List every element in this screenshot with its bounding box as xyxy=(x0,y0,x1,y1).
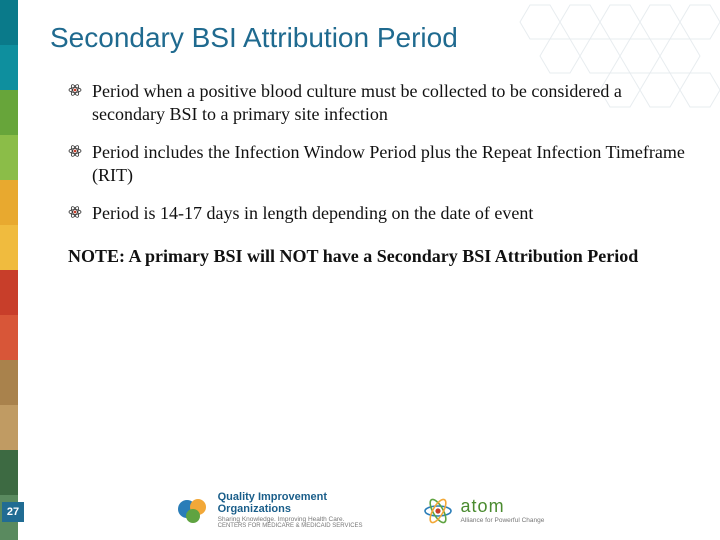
atom-name: atom xyxy=(461,497,545,517)
sidebar-block xyxy=(0,270,18,315)
qio-line2: Organizations xyxy=(218,503,363,515)
atom-bullet-icon xyxy=(68,205,82,219)
qio-line1: Quality Improvement xyxy=(218,491,363,503)
sidebar-block xyxy=(0,0,18,45)
sidebar-block xyxy=(0,90,18,135)
sidebar-block xyxy=(0,135,18,180)
sidebar-block xyxy=(0,225,18,270)
sidebar-block xyxy=(0,450,18,495)
bullet-item: Period when a positive blood culture mus… xyxy=(68,80,690,127)
sidebar-block xyxy=(0,180,18,225)
note-text: NOTE: A primary BSI will NOT have a Seco… xyxy=(68,245,690,268)
slide-title: Secondary BSI Attribution Period xyxy=(50,22,690,54)
sidebar-block xyxy=(0,315,18,360)
qio-logo: Quality Improvement Organizations Sharin… xyxy=(176,491,363,530)
atom-tagline: Alliance for Powerful Change xyxy=(461,517,545,524)
atom-logo: atom Alliance for Powerful Change xyxy=(423,496,545,526)
atom-icon xyxy=(423,496,453,526)
sidebar-block xyxy=(0,405,18,450)
bullet-item: Period is 14-17 days in length depending… xyxy=(68,202,690,225)
atom-text: atom Alliance for Powerful Change xyxy=(461,497,545,524)
sidebar-block xyxy=(0,360,18,405)
qio-tagline: Sharing Knowledge. Improving Health Care… xyxy=(218,516,363,523)
main-content: Secondary BSI Attribution Period Period … xyxy=(50,22,690,268)
sidebar-block xyxy=(0,45,18,90)
qio-text: Quality Improvement Organizations Sharin… xyxy=(218,491,363,530)
sidebar-color-strip xyxy=(0,0,18,540)
atom-bullet-icon xyxy=(68,83,82,97)
bullet-text: Period is 14-17 days in length depending… xyxy=(92,203,533,223)
qio-icon xyxy=(176,496,210,526)
bullet-text: Period includes the Infection Window Per… xyxy=(92,142,685,185)
atom-bullet-icon xyxy=(68,144,82,158)
bullet-list: Period when a positive blood culture mus… xyxy=(68,80,690,225)
bullet-text: Period when a positive blood culture mus… xyxy=(92,81,622,124)
footer-logos: Quality Improvement Organizations Sharin… xyxy=(0,491,720,530)
bullet-item: Period includes the Infection Window Per… xyxy=(68,141,690,188)
qio-cms: CENTERS FOR MEDICARE & MEDICAID SERVICES xyxy=(218,523,363,530)
